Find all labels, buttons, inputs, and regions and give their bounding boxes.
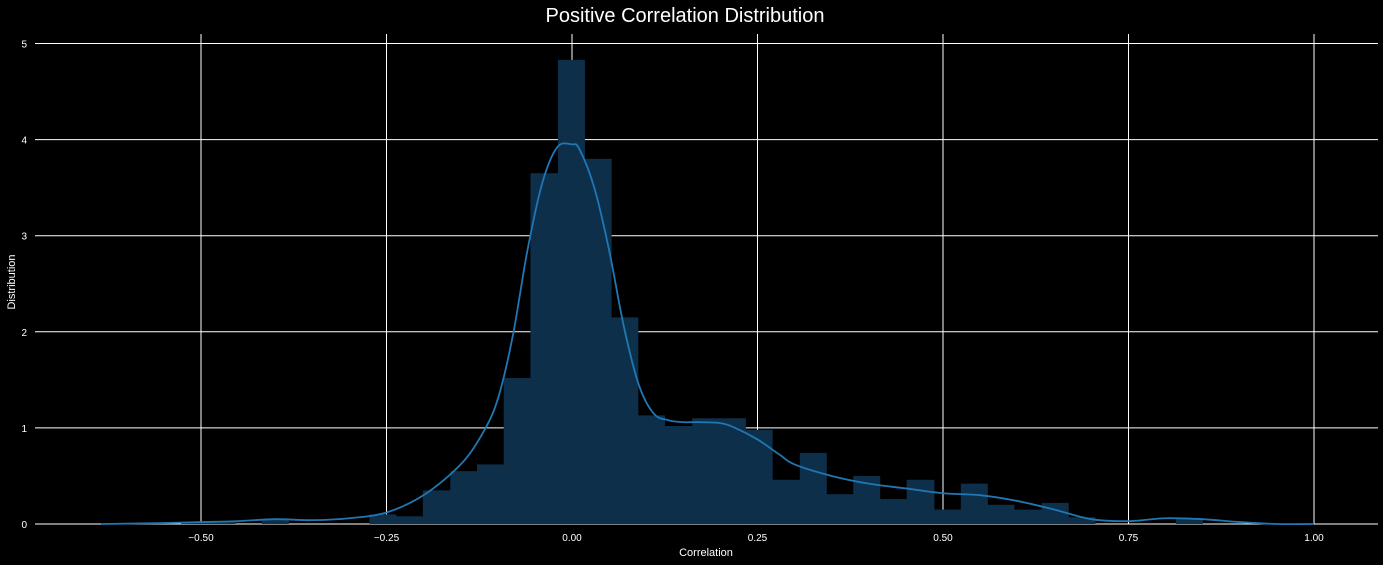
histogram-bar bbox=[369, 514, 397, 524]
histogram-bar bbox=[396, 516, 424, 524]
histogram-bar bbox=[934, 509, 962, 524]
x-tick-label: 1.00 bbox=[1304, 533, 1324, 544]
histogram-bar bbox=[557, 59, 585, 524]
x-tick-label: −0.50 bbox=[188, 533, 214, 544]
histogram-bar bbox=[208, 522, 236, 524]
histogram-bar bbox=[477, 464, 505, 524]
kde-curve-group bbox=[100, 142, 1315, 526]
tick-labels: −0.50 −0.25 0.00 0.25 0.50 0.75 1.00 0 1 2 3 4 5 bbox=[21, 40, 1324, 545]
y-tick-label: 0 bbox=[21, 520, 27, 531]
x-tick-label: 0.75 bbox=[1119, 533, 1139, 544]
x-axis-label: Correlation bbox=[679, 547, 733, 559]
chart-title: Positive Correlation Distribution bbox=[545, 5, 824, 27]
y-tick-label: 3 bbox=[21, 232, 27, 243]
histogram-bar bbox=[987, 504, 1015, 524]
histogram-bar bbox=[692, 418, 720, 524]
histogram-bar bbox=[503, 377, 531, 524]
histogram-bar bbox=[826, 494, 854, 524]
x-tick-label: −0.25 bbox=[374, 533, 400, 544]
y-axis-label: Distribution bbox=[6, 254, 18, 309]
histogram-bar bbox=[261, 519, 289, 524]
histogram-bar bbox=[1041, 502, 1069, 524]
histogram-bar bbox=[450, 471, 478, 524]
histogram-bar bbox=[638, 415, 666, 524]
y-tick-label: 1 bbox=[21, 424, 27, 435]
histogram-bar bbox=[1175, 518, 1203, 524]
histogram-bar bbox=[530, 173, 559, 525]
histogram-bar bbox=[664, 425, 693, 524]
histogram-bar bbox=[745, 429, 773, 524]
y-tick-label: 2 bbox=[21, 328, 27, 339]
histogram-bar bbox=[772, 479, 801, 524]
kde-line bbox=[100, 142, 1315, 526]
histogram-bar bbox=[960, 483, 988, 524]
x-tick-label: 0.00 bbox=[562, 533, 582, 544]
histogram-bar bbox=[1068, 517, 1096, 524]
histogram-bar bbox=[906, 479, 935, 524]
x-tick-label: 0.25 bbox=[748, 533, 768, 544]
histogram-bar bbox=[718, 418, 746, 524]
histogram-bar bbox=[611, 317, 639, 524]
histogram-bars bbox=[180, 59, 1203, 525]
histogram-bar bbox=[584, 158, 612, 524]
histogram-bar bbox=[799, 452, 827, 524]
histogram-bar bbox=[422, 490, 451, 524]
histogram-bar bbox=[1014, 509, 1042, 524]
y-tick-label: 4 bbox=[21, 136, 27, 147]
histogram-bar bbox=[879, 499, 907, 524]
y-tick-label: 5 bbox=[21, 40, 27, 51]
x-tick-label: 0.50 bbox=[933, 533, 953, 544]
